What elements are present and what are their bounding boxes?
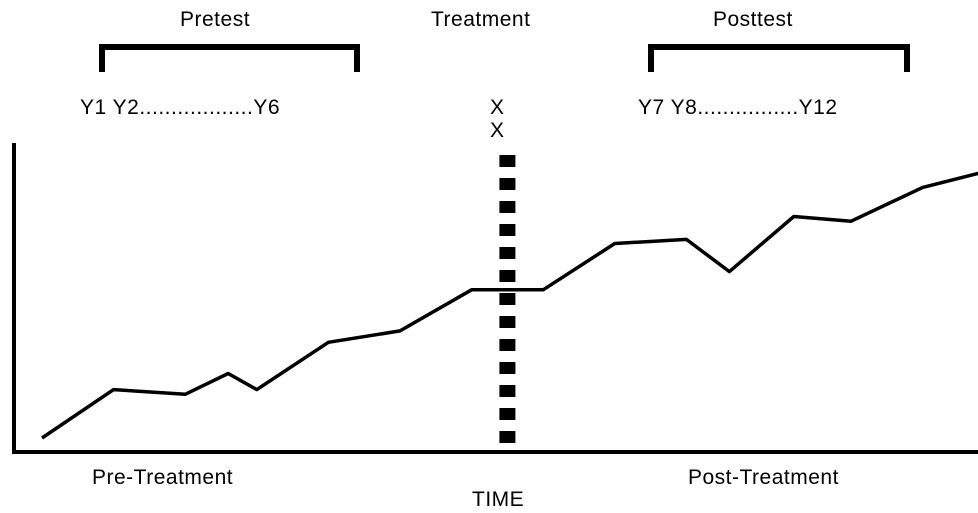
pre-observations-label: Y1 Y2..................Y6: [80, 96, 281, 119]
pretest-bracket: [99, 44, 360, 72]
post-observations-label: Y7 Y8................Y12: [638, 96, 838, 119]
treatment-divider-dash: [499, 178, 516, 190]
treatment-divider-dash: [499, 385, 516, 397]
treatment-mark-1: X: [490, 96, 505, 119]
posttest-bracket: [648, 44, 910, 72]
time-axis-label: TIME: [472, 488, 525, 511]
pretest-label: Pretest: [180, 8, 251, 31]
treatment-divider-dash: [499, 270, 516, 282]
outcome-series-line: [41, 171, 978, 440]
treatment-divider-dash: [499, 224, 516, 236]
treatment-divider-dash: [499, 155, 516, 167]
treatment-label: Treatment: [431, 8, 531, 31]
treatment-divider-dash: [499, 362, 516, 374]
posttest-label: Posttest: [713, 8, 793, 31]
treatment-divider-dash: [499, 247, 516, 259]
treatment-divider-dash: [499, 316, 516, 328]
treatment-mark-2: X: [490, 119, 505, 142]
treatment-divider: [499, 155, 516, 443]
pre-treatment-label: Pre-Treatment: [92, 466, 234, 489]
treatment-divider-dash: [499, 293, 516, 305]
treatment-divider-dash: [499, 431, 516, 443]
treatment-divider-dash: [499, 339, 516, 351]
post-treatment-label: Post-Treatment: [688, 466, 839, 489]
treatment-divider-dash: [499, 408, 516, 420]
treatment-divider-dash: [499, 201, 516, 213]
